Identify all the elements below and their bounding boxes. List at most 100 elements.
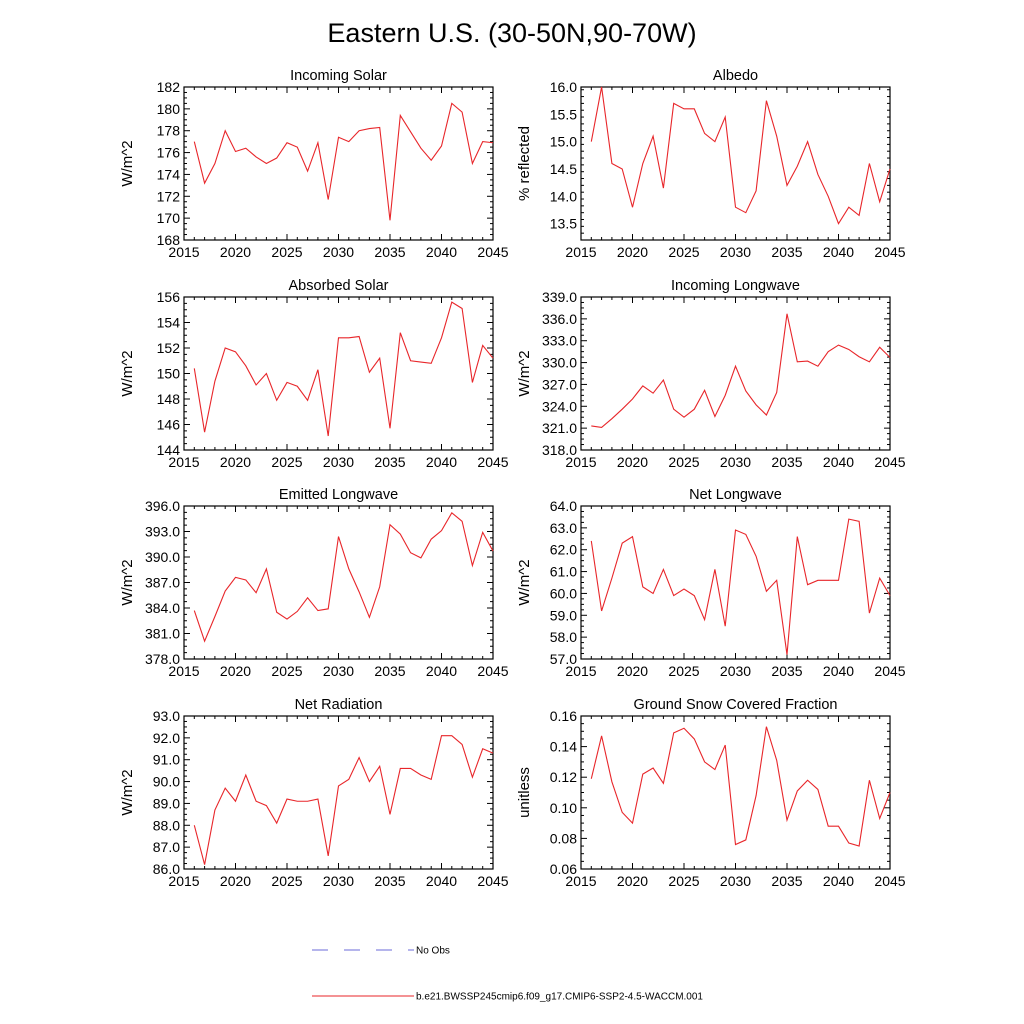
y-tick-label-absorbed-solar: 146: [157, 417, 181, 433]
y-tick-label-net-radiation: 91.0: [153, 752, 180, 768]
y-tick-label-incoming-longwave: 318.0: [542, 442, 577, 458]
y-tick-label-incoming-solar: 168: [157, 232, 181, 248]
y-tick-label-net-longwave: 62.0: [550, 542, 577, 558]
y-tick-label-incoming-longwave: 321.0: [542, 420, 577, 436]
y-tick-label-emitted-longwave: 393.0: [145, 524, 180, 540]
panel-title-net-radiation: Net Radiation: [295, 697, 383, 713]
x-tick-label-albedo: 2045: [874, 244, 905, 260]
legend-entry-no-obs: No Obs: [312, 946, 450, 957]
y-tick-label-incoming-solar: 182: [157, 79, 181, 95]
y-axis-label-ground-snow-covered-fraction: unitless: [516, 767, 533, 818]
y-tick-label-albedo: 13.5: [550, 216, 577, 232]
y-axis-label-emitted-longwave: W/m^2: [119, 559, 136, 605]
y-tick-label-ground-snow-covered-fraction: 0.08: [550, 830, 577, 846]
y-tick-label-net-longwave: 59.0: [550, 607, 577, 623]
y-tick-label-incoming-solar: 176: [157, 145, 181, 161]
y-tick-label-ground-snow-covered-fraction: 0.14: [550, 739, 577, 755]
y-tick-label-net-longwave: 63.0: [550, 520, 577, 536]
y-tick-label-ground-snow-covered-fraction: 0.10: [550, 800, 577, 816]
panel-title-emitted-longwave: Emitted Longwave: [279, 487, 398, 503]
x-tick-label-net-longwave: 2025: [668, 663, 699, 679]
x-tick-label-incoming-longwave: 2030: [720, 454, 751, 470]
x-tick-label-incoming-longwave: 2015: [565, 454, 596, 470]
y-tick-label-incoming-solar: 178: [157, 123, 181, 139]
x-tick-label-albedo: 2015: [565, 244, 596, 260]
panel-title-albedo: Albedo: [713, 68, 758, 84]
y-tick-label-incoming-longwave: 333.0: [542, 333, 577, 349]
panel-title-net-longwave: Net Longwave: [689, 487, 782, 503]
y-tick-label-incoming-solar: 170: [157, 210, 181, 226]
y-tick-label-net-longwave: 61.0: [550, 564, 577, 580]
x-tick-label-net-longwave: 2015: [565, 663, 596, 679]
legend-entry-model: b.e21.BWSSP245cmip6.f09_g17.CMIP6-SSP2-4…: [312, 992, 703, 1003]
plot-frame-ground-snow-covered-fraction: [580, 715, 891, 870]
plot-frame-net-radiation: [183, 715, 494, 870]
y-tick-label-net-longwave: 64.0: [550, 498, 577, 514]
y-tick-label-net-radiation: 89.0: [153, 795, 180, 811]
y-tick-label-net-radiation: 92.0: [153, 730, 180, 746]
x-tick-label-net-longwave: 2030: [720, 663, 751, 679]
x-tick-label-ground-snow-covered-fraction: 2045: [874, 873, 905, 889]
panel-title-ground-snow-covered-fraction: Ground Snow Covered Fraction: [634, 697, 838, 713]
y-tick-label-ground-snow-covered-fraction: 0.12: [550, 769, 577, 785]
y-tick-label-absorbed-solar: 150: [157, 366, 181, 382]
x-tick-label-incoming-solar: 2040: [426, 244, 457, 260]
y-tick-label-net-radiation: 93.0: [153, 708, 180, 724]
panel-incoming-solar: Incoming Solar W/m^2 2015 2020 2025 2030 2035 2…: [119, 68, 509, 260]
y-axis-label-net-radiation: W/m^2: [119, 769, 136, 815]
x-tick-label-absorbed-solar: 2040: [426, 454, 457, 470]
plot-frame-emitted-longwave: [183, 505, 494, 660]
y-tick-label-emitted-longwave: 378.0: [145, 651, 180, 667]
y-tick-label-absorbed-solar: 156: [157, 289, 181, 305]
x-tick-label-emitted-longwave: 2015: [168, 663, 199, 679]
y-tick-label-absorbed-solar: 148: [157, 391, 181, 407]
x-tick-label-net-radiation: 2040: [426, 873, 457, 889]
plot-frame-albedo: [580, 86, 891, 241]
series-line-albedo: [590, 86, 891, 225]
x-tick-label-ground-snow-covered-fraction: 2040: [823, 873, 854, 889]
x-tick-label-net-radiation: 2030: [323, 873, 354, 889]
series-line-incoming-longwave: [591, 313, 891, 428]
y-tick-label-albedo: 15.0: [550, 134, 577, 150]
panels: Incoming Solar W/m^2 2015 2020 2025 2030 2035 2…: [119, 68, 906, 889]
y-axis-label-incoming-solar: W/m^2: [119, 140, 136, 186]
x-tick-label-ground-snow-covered-fraction: 2015: [565, 873, 596, 889]
x-tick-label-incoming-solar: 2030: [323, 244, 354, 260]
y-tick-label-absorbed-solar: 144: [157, 442, 181, 458]
x-tick-label-net-longwave: 2020: [617, 663, 648, 679]
y-tick-label-emitted-longwave: 387.0: [145, 575, 180, 591]
y-tick-label-incoming-longwave: 324.0: [542, 398, 577, 414]
y-axis-label-incoming-longwave: W/m^2: [516, 350, 533, 396]
x-tick-label-net-radiation: 2015: [168, 873, 199, 889]
x-tick-label-absorbed-solar: 2020: [220, 454, 251, 470]
x-tick-label-incoming-solar: 2020: [220, 244, 251, 260]
y-tick-label-net-radiation: 86.0: [153, 861, 180, 877]
x-tick-label-net-radiation: 2035: [374, 873, 405, 889]
y-tick-label-net-longwave: 58.0: [550, 629, 577, 645]
x-tick-label-ground-snow-covered-fraction: 2025: [668, 873, 699, 889]
series-line-net-longwave: [590, 518, 891, 655]
panel-incoming-longwave: Incoming Longwave W/m^2 2015 2020 2025 2030 20…: [516, 278, 906, 470]
x-tick-label-absorbed-solar: 2030: [323, 454, 354, 470]
plot-frame-incoming-solar: [183, 86, 494, 241]
legend-label-model: b.e21.BWSSP245cmip6.f09_g17.CMIP6-SSP2-4…: [416, 992, 703, 1003]
x-tick-label-ground-snow-covered-fraction: 2020: [617, 873, 648, 889]
x-tick-label-incoming-longwave: 2035: [771, 454, 802, 470]
y-tick-label-albedo: 15.5: [550, 106, 577, 122]
panel-absorbed-solar: Absorbed Solar W/m^2 2015 2020 2025 2030 2035 2…: [119, 278, 509, 470]
x-tick-label-emitted-longwave: 2020: [220, 663, 251, 679]
x-tick-label-albedo: 2025: [668, 244, 699, 260]
series-line-absorbed-solar: [193, 301, 494, 437]
y-tick-label-albedo: 14.0: [550, 188, 577, 204]
x-tick-label-absorbed-solar: 2045: [477, 454, 508, 470]
y-axis-label-absorbed-solar: W/m^2: [119, 350, 136, 396]
y-tick-label-incoming-longwave: 327.0: [542, 376, 577, 392]
panel-net-longwave: Net Longwave W/m^2 2015 2020 2025 2030 2035 204…: [516, 487, 906, 679]
x-tick-label-net-radiation: 2020: [220, 873, 251, 889]
y-axis-label-albedo: % reflected: [516, 126, 533, 201]
y-tick-label-albedo: 16.0: [550, 79, 577, 95]
x-tick-label-incoming-longwave: 2040: [823, 454, 854, 470]
y-tick-label-incoming-longwave: 336.0: [542, 311, 577, 327]
legend: No Obs b.e21.BWSSP245cmip6.f09_g17.CMIP6…: [312, 946, 703, 1003]
x-tick-label-incoming-solar: 2025: [271, 244, 302, 260]
